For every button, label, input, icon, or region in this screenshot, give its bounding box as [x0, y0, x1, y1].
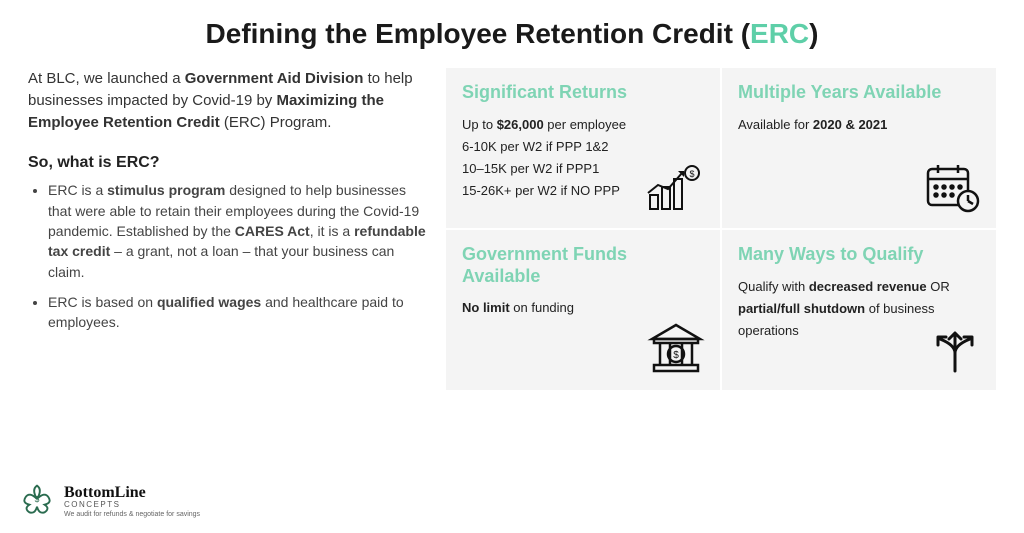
main-content: At BLC, we launched a Government Aid Div… — [0, 60, 1024, 390]
growth-chart-icon: $ — [644, 165, 706, 218]
card-significant-returns: Significant Returns Up to $26,000 per em… — [446, 68, 720, 228]
card-body: Available for 2020 & 2021 — [738, 114, 980, 136]
logo-text: BottomLine CONCEPTS We audit for refunds… — [64, 485, 200, 518]
title-prefix: Defining the Employee Retention Credit ( — [206, 18, 750, 49]
card-government-funds: Government Funds Available No limit on f… — [446, 230, 720, 390]
card-title: Government Funds Available — [462, 244, 704, 287]
card-title: Many Ways to Qualify — [738, 244, 980, 266]
bullet-list: ERC is a stimulus program designed to he… — [28, 180, 428, 332]
card-ways-to-qualify: Many Ways to Qualify Qualify with decrea… — [722, 230, 996, 390]
svg-text:$: $ — [673, 350, 679, 361]
left-column: At BLC, we launched a Government Aid Div… — [28, 68, 428, 390]
logo-main: BottomLine — [64, 485, 200, 501]
card-multiple-years: Multiple Years Available Available for 2… — [722, 68, 996, 228]
title-suffix: ) — [809, 18, 818, 49]
svg-text:$: $ — [35, 494, 40, 504]
card-title: Multiple Years Available — [738, 82, 980, 104]
svg-text:$: $ — [689, 169, 694, 179]
list-item: ERC is based on qualified wages and heal… — [48, 292, 428, 333]
intro-paragraph: At BLC, we launched a Government Aid Div… — [28, 68, 428, 133]
card-title: Significant Returns — [462, 82, 704, 104]
split-arrows-icon — [928, 325, 982, 380]
logo-tagline: We audit for refunds & negotiate for sav… — [64, 511, 200, 518]
brand-logo: $ BottomLine CONCEPTS We audit for refun… — [18, 480, 200, 523]
card-body: No limit on funding — [462, 297, 704, 319]
title-accent: ERC — [750, 18, 809, 49]
bank-icon: $ — [646, 321, 706, 380]
page-title: Defining the Employee Retention Credit (… — [0, 0, 1024, 60]
cards-grid: Significant Returns Up to $26,000 per em… — [446, 68, 996, 390]
subheading: So, what is ERC? — [28, 151, 428, 174]
logo-sub: CONCEPTS — [64, 501, 200, 509]
calendar-clock-icon — [924, 161, 982, 218]
logo-mark-icon: $ — [18, 480, 56, 523]
list-item: ERC is a stimulus program designed to he… — [48, 180, 428, 281]
